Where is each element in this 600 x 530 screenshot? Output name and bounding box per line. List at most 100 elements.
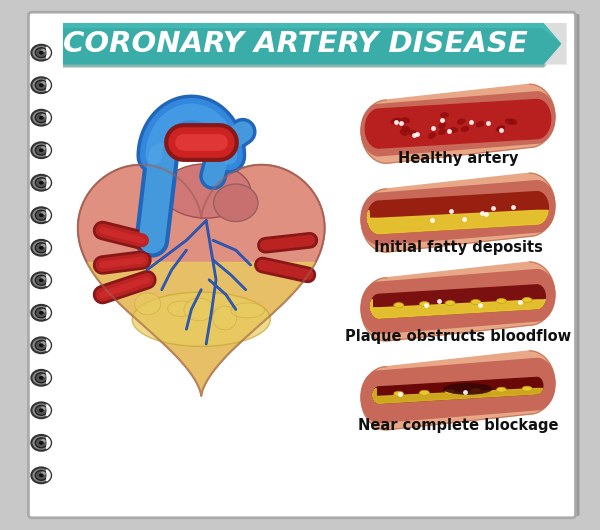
Ellipse shape: [35, 275, 47, 285]
Ellipse shape: [41, 244, 46, 248]
Ellipse shape: [496, 298, 506, 304]
Ellipse shape: [41, 146, 46, 150]
Ellipse shape: [35, 80, 47, 90]
Ellipse shape: [35, 340, 47, 350]
Ellipse shape: [449, 127, 458, 133]
Ellipse shape: [496, 387, 506, 392]
Ellipse shape: [509, 118, 517, 125]
Ellipse shape: [41, 309, 46, 313]
Polygon shape: [361, 358, 555, 422]
Ellipse shape: [438, 122, 446, 129]
Polygon shape: [365, 100, 551, 148]
Ellipse shape: [41, 341, 46, 345]
Ellipse shape: [438, 128, 446, 135]
Ellipse shape: [35, 48, 47, 58]
Polygon shape: [544, 23, 566, 65]
Ellipse shape: [400, 129, 408, 136]
Polygon shape: [46, 112, 50, 123]
Ellipse shape: [522, 386, 532, 391]
Ellipse shape: [35, 373, 47, 383]
Ellipse shape: [394, 303, 404, 307]
Ellipse shape: [476, 121, 484, 127]
Ellipse shape: [132, 292, 271, 347]
Polygon shape: [361, 270, 555, 333]
Polygon shape: [46, 177, 50, 188]
Text: Near complete blockage: Near complete blockage: [358, 418, 558, 433]
Ellipse shape: [394, 118, 402, 123]
Ellipse shape: [391, 118, 399, 125]
Ellipse shape: [41, 276, 46, 280]
Ellipse shape: [401, 117, 410, 123]
Polygon shape: [46, 372, 50, 383]
Ellipse shape: [31, 207, 51, 223]
Ellipse shape: [419, 302, 430, 306]
Ellipse shape: [471, 388, 481, 393]
Polygon shape: [46, 47, 50, 58]
Polygon shape: [63, 26, 562, 67]
Ellipse shape: [419, 390, 430, 395]
Ellipse shape: [41, 81, 46, 85]
Ellipse shape: [35, 113, 47, 122]
Ellipse shape: [457, 119, 466, 125]
Ellipse shape: [31, 240, 51, 255]
Polygon shape: [46, 405, 50, 416]
Polygon shape: [371, 285, 545, 318]
Ellipse shape: [39, 51, 44, 55]
Ellipse shape: [41, 49, 46, 52]
Ellipse shape: [31, 175, 51, 191]
Ellipse shape: [402, 126, 410, 132]
Ellipse shape: [184, 298, 214, 321]
Polygon shape: [368, 210, 548, 234]
Ellipse shape: [31, 272, 51, 288]
Ellipse shape: [35, 243, 47, 253]
Polygon shape: [46, 80, 50, 91]
Ellipse shape: [31, 305, 51, 321]
Ellipse shape: [39, 246, 44, 250]
Ellipse shape: [31, 45, 51, 60]
Polygon shape: [373, 377, 543, 403]
Ellipse shape: [35, 145, 47, 155]
Ellipse shape: [31, 370, 51, 386]
Polygon shape: [46, 145, 50, 156]
Ellipse shape: [394, 391, 404, 396]
Ellipse shape: [41, 439, 46, 443]
Ellipse shape: [231, 303, 265, 318]
Ellipse shape: [31, 77, 51, 93]
Polygon shape: [46, 210, 50, 221]
Ellipse shape: [35, 405, 47, 416]
Ellipse shape: [39, 148, 44, 152]
FancyBboxPatch shape: [568, 14, 580, 516]
Polygon shape: [361, 181, 555, 245]
Ellipse shape: [134, 293, 161, 315]
Polygon shape: [368, 192, 548, 234]
Polygon shape: [46, 437, 50, 448]
Polygon shape: [361, 351, 555, 430]
Ellipse shape: [31, 338, 51, 353]
Ellipse shape: [471, 299, 481, 304]
Ellipse shape: [39, 278, 44, 282]
Ellipse shape: [214, 184, 258, 222]
Polygon shape: [361, 173, 555, 252]
Text: Initial fatty deposits: Initial fatty deposits: [374, 240, 542, 255]
Ellipse shape: [41, 211, 46, 215]
Polygon shape: [361, 262, 555, 341]
Ellipse shape: [213, 306, 237, 330]
Ellipse shape: [31, 435, 51, 450]
Polygon shape: [46, 275, 50, 286]
Ellipse shape: [39, 343, 44, 347]
Ellipse shape: [39, 441, 44, 445]
Ellipse shape: [496, 126, 505, 132]
Polygon shape: [78, 165, 325, 396]
Ellipse shape: [35, 210, 47, 220]
Ellipse shape: [39, 83, 44, 87]
Ellipse shape: [39, 376, 44, 380]
Ellipse shape: [445, 301, 455, 305]
Ellipse shape: [39, 408, 44, 412]
Ellipse shape: [39, 311, 44, 315]
Ellipse shape: [31, 467, 51, 483]
Polygon shape: [371, 299, 545, 318]
Ellipse shape: [41, 471, 46, 475]
Ellipse shape: [522, 297, 532, 303]
Text: Healthy artery: Healthy artery: [398, 152, 518, 166]
Ellipse shape: [440, 112, 449, 118]
